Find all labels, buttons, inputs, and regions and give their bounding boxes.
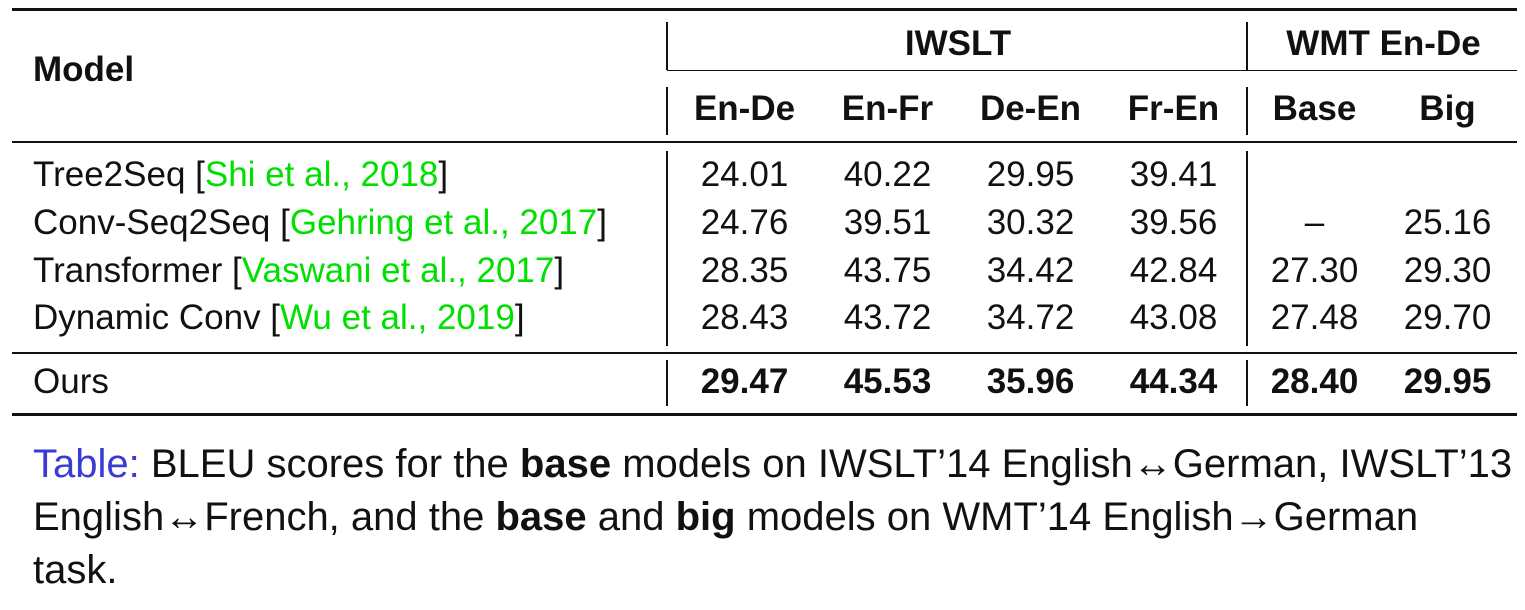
model-name-tree2seq: Tree2Seq [Shi et al., 2018]	[33, 155, 449, 194]
header-separator-wmt	[1246, 22, 1248, 70]
caption-text: and	[586, 495, 676, 539]
model-name-conv-seq2seq: Conv-Seq2Seq [Gehring et al., 2017]	[33, 203, 608, 242]
caption-text: BLEU scores for the	[139, 442, 520, 486]
table-cell: 27.48	[1270, 298, 1359, 337]
table-cell: 30.32	[986, 203, 1075, 242]
table-cell: 43.08	[1129, 298, 1218, 337]
ours-separator-wmt	[1246, 360, 1248, 406]
body-separator-model	[666, 151, 668, 346]
caption-label: Table:	[33, 442, 140, 486]
bottom-rule	[12, 413, 1517, 416]
top-rule	[12, 8, 1517, 11]
table-cell: 24.76	[700, 203, 789, 242]
group-underline	[667, 70, 1517, 71]
caption-text: models on WMT’14 English→German task.	[33, 495, 1419, 592]
table-cell: 39.51	[843, 203, 932, 242]
table-cell: 42.84	[1129, 251, 1218, 290]
ours-rule	[12, 352, 1517, 354]
group-header-wmt: WMT En-De	[1286, 24, 1481, 63]
subheader-separator-model	[666, 87, 668, 135]
ours-cell: 29.95	[1403, 362, 1492, 401]
table-cell: 40.22	[843, 155, 932, 194]
table-cell: 27.30	[1270, 251, 1359, 290]
table-cell: 34.72	[986, 298, 1075, 337]
column-header-en-fr: En-Fr	[841, 89, 934, 128]
table-cell: 43.75	[843, 251, 932, 290]
model-name-transformer: Transformer [Vaswani et al., 2017]	[33, 251, 565, 290]
ours-cell: 44.34	[1129, 362, 1218, 401]
column-header-en-de: En-De	[693, 89, 796, 128]
model-header: Model	[33, 50, 135, 89]
table-cell: 28.43	[700, 298, 789, 337]
caption-bold: base	[495, 495, 587, 539]
citation-link[interactable]: Wu et al., 2019	[280, 298, 515, 337]
body-separator-wmt	[1246, 151, 1248, 346]
header-separator-model	[666, 22, 668, 70]
column-header-de-en: De-En	[979, 89, 1082, 128]
table-cell: 39.56	[1129, 203, 1218, 242]
ours-cell: 35.96	[986, 362, 1075, 401]
citation-link[interactable]: Gehring et al., 2017	[289, 203, 598, 242]
caption-bold: big	[675, 495, 736, 539]
ours-cell: 29.47	[700, 362, 789, 401]
model-name: Transformer	[33, 251, 223, 290]
table-cell: 39.41	[1129, 155, 1218, 194]
subheader-separator-wmt	[1246, 87, 1248, 135]
ours-cell: 45.53	[843, 362, 932, 401]
table-cell: –	[1304, 203, 1325, 242]
model-name-ours: Ours	[33, 362, 109, 401]
ours-cell: 28.40	[1270, 362, 1359, 401]
model-name: Dynamic Conv	[33, 298, 261, 337]
caption-text: models on IWSLT’14 English↔German, IWSLT…	[33, 442, 1513, 539]
column-header-big: Big	[1419, 89, 1476, 128]
citation-link[interactable]: Vaswani et al., 2017	[241, 251, 555, 290]
model-name: Tree2Seq	[33, 155, 186, 194]
citation-link[interactable]: Shi et al., 2018	[204, 155, 439, 194]
table-cell: 29.30	[1403, 251, 1492, 290]
column-header-base: Base	[1272, 89, 1357, 128]
table-cell: 28.35	[700, 251, 789, 290]
table-cell: 34.42	[986, 251, 1075, 290]
table-cell: 24.01	[700, 155, 789, 194]
caption-bold: base	[519, 442, 612, 486]
table-cell: 29.70	[1403, 298, 1492, 337]
table-cell: 29.95	[986, 155, 1075, 194]
column-header-fr-en: Fr-En	[1127, 89, 1220, 128]
table-cell: 25.16	[1403, 203, 1492, 242]
group-header-iwslt: IWSLT	[904, 24, 1012, 63]
header-rule	[12, 141, 1517, 143]
table-cell: 43.72	[843, 298, 932, 337]
table-caption: Table: BLEU scores for the base models o…	[33, 438, 1513, 597]
ours-separator-model	[666, 360, 668, 406]
model-name: Conv-Seq2Seq	[33, 203, 271, 242]
model-name-dynamic-conv: Dynamic Conv [Wu et al., 2019]	[33, 298, 525, 337]
